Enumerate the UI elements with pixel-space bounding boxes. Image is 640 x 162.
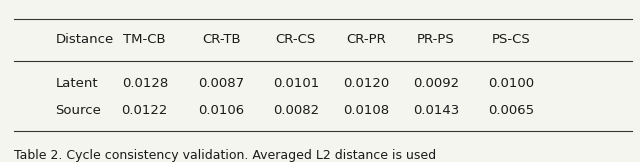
Text: PR-PS: PR-PS: [417, 33, 455, 46]
Text: Distance: Distance: [56, 33, 114, 46]
Text: CR-CS: CR-CS: [276, 33, 316, 46]
Text: TM-CB: TM-CB: [124, 33, 166, 46]
Text: 0.0092: 0.0092: [413, 77, 459, 90]
Text: 0.0101: 0.0101: [273, 77, 319, 90]
Text: 0.0065: 0.0065: [488, 104, 534, 117]
Text: Table 2. Cycle consistency validation. Averaged L2 distance is used: Table 2. Cycle consistency validation. A…: [14, 149, 436, 162]
Text: 0.0128: 0.0128: [122, 77, 168, 90]
Text: 0.0106: 0.0106: [198, 104, 244, 117]
Text: 0.0143: 0.0143: [413, 104, 459, 117]
Text: 0.0100: 0.0100: [488, 77, 534, 90]
Text: 0.0087: 0.0087: [198, 77, 244, 90]
Text: Source: Source: [56, 104, 101, 117]
Text: PS-CS: PS-CS: [492, 33, 531, 46]
Text: Latent: Latent: [56, 77, 98, 90]
Text: 0.0122: 0.0122: [122, 104, 168, 117]
Text: CR-PR: CR-PR: [346, 33, 386, 46]
Text: 0.0120: 0.0120: [343, 77, 389, 90]
Text: CR-TB: CR-TB: [202, 33, 241, 46]
Text: 0.0082: 0.0082: [273, 104, 319, 117]
Text: 0.0108: 0.0108: [343, 104, 389, 117]
